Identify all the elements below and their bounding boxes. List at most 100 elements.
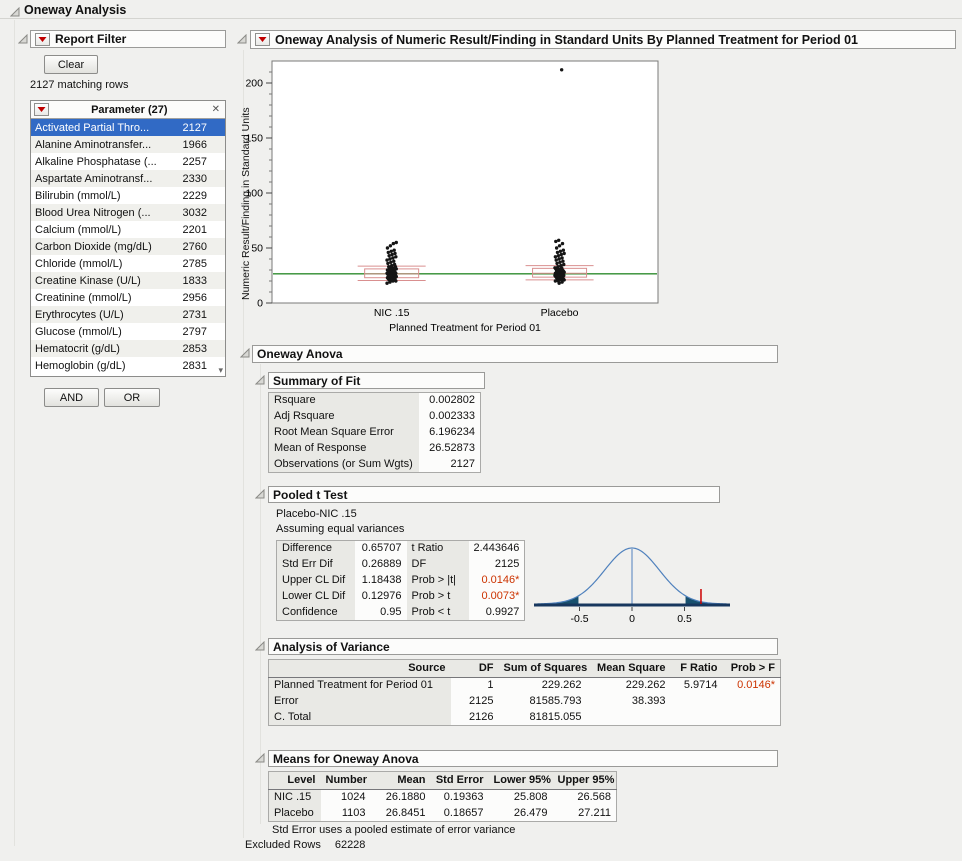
analysis-of-variance-title: Analysis of Variance	[273, 639, 390, 654]
red-triangle-menu-icon[interactable]	[35, 32, 50, 46]
svg-text:0.5: 0.5	[677, 613, 692, 625]
clear-button[interactable]: Clear	[44, 55, 98, 74]
stat-value: 0.002802	[418, 392, 481, 409]
value-cell-significant: 0.0146*	[722, 677, 781, 694]
value-cell: 81815.055	[498, 709, 587, 726]
parameter-item[interactable]: Carbon Dioxide (mg/dL) 2760	[31, 238, 225, 255]
disclosure-icon[interactable]	[254, 640, 265, 651]
level-cell: NIC .15	[268, 789, 321, 806]
summary-of-fit-header[interactable]: Summary of Fit	[268, 372, 485, 389]
parameter-label: Activated Partial Thro...	[35, 121, 150, 134]
parameter-item[interactable]: Alanine Aminotransfer... 1966	[31, 136, 225, 153]
means-title: Means for Oneway Anova	[273, 751, 419, 766]
stat-value: 26.52873	[418, 440, 481, 457]
table-row: Confidence 0.95 Prob < t 0.9927	[276, 604, 525, 621]
column-header: Mean	[370, 771, 431, 790]
parameter-item[interactable]: Aspartate Aminotransf... 2330	[31, 170, 225, 187]
stat-value: 0.95	[354, 604, 407, 621]
or-button[interactable]: OR	[104, 388, 160, 407]
parameter-item[interactable]: Calcium (mmol/L) 2201	[31, 221, 225, 238]
parameter-count: 2760	[182, 240, 207, 253]
parameter-list-title: Parameter (27)	[91, 103, 168, 116]
excluded-rows: Excluded Rows 62228	[245, 839, 365, 851]
column-header: Lower 95%	[488, 771, 553, 790]
and-button[interactable]: AND	[44, 388, 99, 407]
column-header: Number	[320, 771, 371, 790]
parameter-item[interactable]: Activated Partial Thro... 2127	[31, 119, 225, 136]
disclosure-icon[interactable]	[254, 488, 265, 499]
value-cell: 229.262	[586, 677, 671, 694]
disclosure-icon[interactable]	[9, 6, 20, 17]
svg-text:0: 0	[629, 613, 635, 625]
stat-value: 0.9927	[468, 604, 525, 621]
stat-value: 0.65707	[354, 540, 407, 557]
stat-label: Root Mean Square Error	[268, 424, 419, 441]
parameter-item[interactable]: Erythrocytes (U/L) 2731	[31, 306, 225, 323]
report-title-bar[interactable]: Oneway Analysis of Numeric Result/Findin…	[250, 30, 956, 49]
parameter-item[interactable]: Hematocrit (g/dL) 2853	[31, 340, 225, 357]
parameter-item[interactable]: Creatinine (mmol/L) 2956	[31, 289, 225, 306]
excluded-rows-value: 62228	[334, 839, 366, 851]
disclosure-icon[interactable]	[254, 752, 265, 763]
pooled-t-test-title: Pooled t Test	[273, 487, 348, 502]
stat-value: 2.443646	[468, 540, 525, 557]
parameter-label: Alanine Aminotransfer...	[35, 138, 152, 151]
stat-label: Observations (or Sum Wgts)	[268, 456, 419, 473]
value-cell: 1103	[320, 805, 371, 822]
parameter-item[interactable]: Creatine Kinase (U/L) 1833	[31, 272, 225, 289]
analysis-of-variance-header[interactable]: Analysis of Variance	[268, 638, 778, 655]
disclosure-icon[interactable]	[239, 347, 250, 358]
parameter-label: Calcium (mmol/L)	[35, 223, 122, 236]
close-icon[interactable]: ✕	[211, 104, 220, 115]
oneway-anova-header[interactable]: Oneway Anova	[252, 345, 778, 363]
parameter-label: Aspartate Aminotransf...	[35, 172, 153, 185]
table-row: Planned Treatment for Period 01 1 229.26…	[268, 677, 781, 694]
stat-label: Std Err Dif	[276, 556, 355, 573]
table-row: Error 2125 81585.793 38.393	[268, 693, 781, 710]
outline-connector-line	[260, 364, 261, 824]
report-filter-header[interactable]: Report Filter	[30, 30, 226, 48]
means-header[interactable]: Means for Oneway Anova	[268, 750, 778, 767]
disclosure-icon[interactable]	[236, 33, 247, 44]
parameter-count: 2831	[182, 359, 207, 372]
oneway-anova-title: Oneway Anova	[257, 347, 343, 361]
outline-connector-line	[243, 50, 244, 838]
value-cell	[586, 709, 671, 726]
parameter-list-header: Parameter (27) ✕	[31, 101, 225, 119]
parameter-item[interactable]: Hemoglobin (g/dL) 2831	[31, 357, 225, 374]
parameter-count: 2201	[182, 223, 207, 236]
column-header: Source	[268, 659, 451, 678]
parameter-item[interactable]: Blood Urea Nitrogen (... 3032	[31, 204, 225, 221]
table-row: Adj Rsquare 0.002333	[268, 408, 481, 425]
pooled-t-test-header[interactable]: Pooled t Test	[268, 486, 720, 503]
parameter-item[interactable]: Chloride (mmol/L) 2785	[31, 255, 225, 272]
svg-text:150: 150	[245, 133, 263, 145]
value-cell: 1024	[320, 789, 371, 806]
red-triangle-menu-icon[interactable]	[255, 33, 270, 46]
parameter-label: Creatinine (mmol/L)	[35, 291, 132, 304]
parameter-item[interactable]: Glucose (mmol/L) 2797	[31, 323, 225, 340]
disclosure-icon[interactable]	[17, 33, 28, 44]
parameter-item[interactable]: Alkaline Phosphatase (... 2257	[31, 153, 225, 170]
red-triangle-menu-icon[interactable]	[34, 103, 49, 116]
scroll-down-icon[interactable]: ▾	[218, 365, 223, 375]
table-row: NIC .15 1024 26.1880 0.19363 25.808 26.5…	[268, 789, 617, 806]
means-footnote: Std Error uses a pooled estimate of erro…	[272, 824, 516, 836]
value-cell	[670, 693, 723, 710]
parameter-item[interactable]: Bilirubin (mmol/L) 2229	[31, 187, 225, 204]
disclosure-icon[interactable]	[254, 374, 265, 385]
parameter-count: 1966	[182, 138, 207, 151]
means-table: Level Number Mean Std Error Lower 95% Up…	[268, 771, 617, 822]
parameter-label: Glucose (mmol/L)	[35, 325, 122, 338]
value-cell	[670, 709, 723, 726]
stat-label: Rsquare	[268, 392, 419, 409]
parameter-count: 2956	[182, 291, 207, 304]
parameter-label: Chloride (mmol/L)	[35, 257, 123, 270]
stat-label: Confidence	[276, 604, 355, 621]
outline-connector-line	[14, 20, 15, 846]
parameter-label: Carbon Dioxide (mg/dL)	[35, 240, 152, 253]
source-cell: C. Total	[268, 709, 451, 726]
report-title: Oneway Analysis of Numeric Result/Findin…	[275, 32, 858, 47]
